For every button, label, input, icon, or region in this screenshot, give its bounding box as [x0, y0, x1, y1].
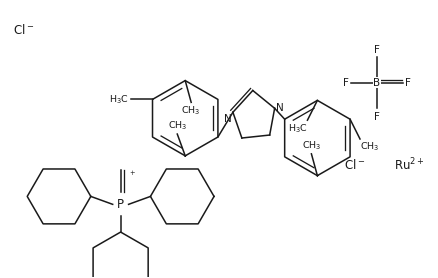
- Text: CH$_3$: CH$_3$: [167, 120, 187, 132]
- Text: CH$_3$: CH$_3$: [181, 104, 201, 117]
- Text: F: F: [374, 112, 380, 122]
- Text: N: N: [276, 103, 283, 113]
- Text: N: N: [224, 114, 232, 124]
- Text: F: F: [343, 78, 349, 88]
- Text: CH$_3$: CH$_3$: [360, 141, 379, 153]
- Text: P: P: [117, 198, 124, 211]
- Text: Ru$^{2+}$: Ru$^{2+}$: [394, 157, 424, 173]
- Text: Cl$^-$: Cl$^-$: [13, 23, 35, 37]
- Text: F: F: [405, 78, 411, 88]
- Text: H$_3$C: H$_3$C: [288, 122, 307, 135]
- Text: Cl$^-$: Cl$^-$: [344, 158, 365, 172]
- Text: H$_3$C: H$_3$C: [109, 93, 129, 106]
- Text: $^+$: $^+$: [127, 170, 136, 179]
- Text: CH$_3$: CH$_3$: [302, 139, 321, 152]
- Text: F: F: [374, 45, 380, 55]
- Text: B: B: [374, 78, 381, 88]
